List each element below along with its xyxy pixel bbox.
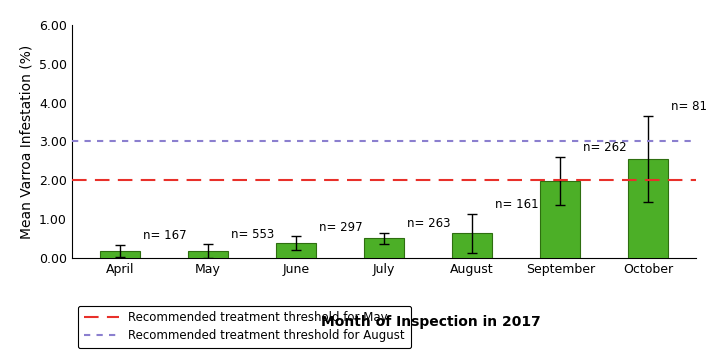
Y-axis label: Mean Varroa Infestation (%): Mean Varroa Infestation (%) [19, 44, 33, 238]
Text: Month of Inspection in 2017: Month of Inspection in 2017 [321, 315, 541, 329]
Legend: Recommended treatment threshold for May, Recommended treatment threshold for Aug: Recommended treatment threshold for May,… [78, 305, 411, 348]
Bar [452, 233, 492, 258]
Text: n= 263: n= 263 [407, 217, 450, 230]
Text: n= 161: n= 161 [495, 198, 538, 211]
Bar [276, 243, 316, 258]
Text: n= 262: n= 262 [583, 141, 627, 154]
Bar [541, 181, 580, 258]
Bar [364, 238, 404, 258]
Text: n= 167: n= 167 [143, 229, 187, 242]
Text: n= 553: n= 553 [231, 228, 274, 241]
Bar [101, 251, 140, 258]
Bar [188, 251, 228, 258]
Bar [628, 159, 668, 258]
Text: n= 297: n= 297 [319, 221, 363, 234]
Text: n= 81: n= 81 [671, 101, 707, 113]
